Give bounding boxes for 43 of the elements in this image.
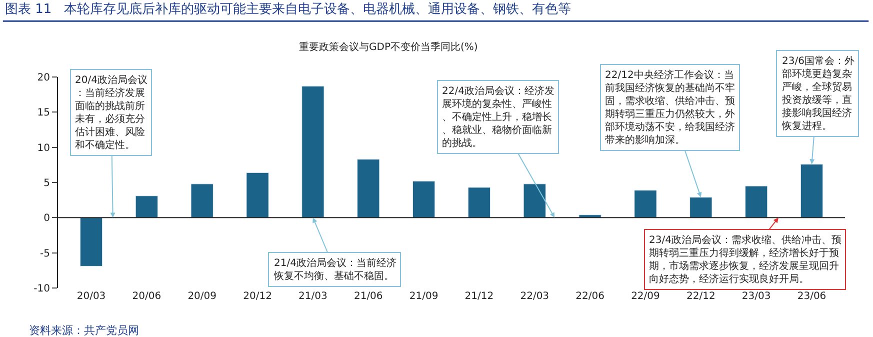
bar — [468, 187, 491, 218]
bar — [412, 180, 436, 218]
y-tick-label: 10 — [37, 142, 50, 154]
x-tick-label: 21/09 — [409, 291, 438, 302]
x-tick-label: 22/12 — [686, 291, 716, 302]
bar — [634, 190, 657, 218]
annotation: 21/4政治局会议：当前经济恢复不均衡、基础不稳固。 — [273, 257, 396, 282]
annotation: 22/4政治局会议：经济发展环境的复杂性、严峻性、不确定性上升，稳增长、稳就业、稳物价面临新的挑战。 — [442, 85, 554, 149]
bar — [135, 196, 158, 218]
x-tick-label: 22/03 — [520, 291, 550, 302]
x-tick-label: 20/03 — [76, 291, 106, 302]
y-tick-label: 15 — [37, 108, 50, 119]
bar — [80, 217, 103, 266]
annotation: 23/4政治局会议：需求收缩、供给冲击、预期转弱三重压力得到缓解，经济增长好于预期，市场需求逐步恢复，经济发展呈现回升向好态势，经济运行实现良好开局。 — [649, 234, 842, 285]
bar — [302, 86, 324, 218]
x-tick-label: 21/06 — [354, 291, 383, 302]
chart-title: 图表 11 本轮库存见底后补库的驱动可能主要来自电子设备、电器机械、通用设备、钢铁、有色等 — [5, 1, 572, 17]
x-tick-label: 23/06 — [797, 291, 826, 302]
bar — [190, 184, 214, 218]
x-tick-label: 21/12 — [464, 291, 494, 302]
y-tick-label: 20 — [37, 72, 50, 84]
x-tick-label: 20/09 — [188, 291, 217, 302]
text: 资料来源：共产党员网 — [29, 324, 139, 337]
y-tick-label: 5 — [44, 178, 50, 189]
chart-subtitle: 重要政策会议与GDP不变价当季同比(%) — [299, 41, 478, 53]
annotation: 23/6国常会：外部环境更趋复杂严峻，全球贸易投资放缓等，直接影响我国经济恢复进程。 — [781, 55, 854, 132]
bar — [523, 184, 546, 218]
y-tick-label: 0 — [44, 213, 50, 224]
x-tick-label: 23/03 — [742, 291, 771, 302]
annotation: 20/4政治局会议：当前经济发展面临的挑战前所未有，必须充分估计困难、风险和不确定性。 — [75, 74, 148, 151]
x-tick-label: 22/06 — [576, 291, 604, 302]
annotation: 22/12中央经济工作会议：当前我国经济恢复的基础尚不牢固，需求收缩、供给冲击、预期转弱三重压力仍然较大，外部环境动荡不安，给我国经济带来的影响加深。 — [605, 69, 735, 146]
y-tick-label: -10 — [34, 284, 50, 294]
x-tick-label: 20/12 — [243, 291, 272, 302]
bar — [246, 172, 269, 218]
x-tick-label: 22/09 — [631, 291, 660, 302]
y-tick-label: -5 — [40, 248, 50, 260]
x-tick-label: 20/06 — [132, 291, 162, 302]
bar — [800, 164, 824, 218]
x-tick-label: 21/03 — [298, 291, 328, 302]
bar — [357, 159, 380, 218]
bar — [690, 197, 712, 218]
bar — [744, 186, 768, 218]
